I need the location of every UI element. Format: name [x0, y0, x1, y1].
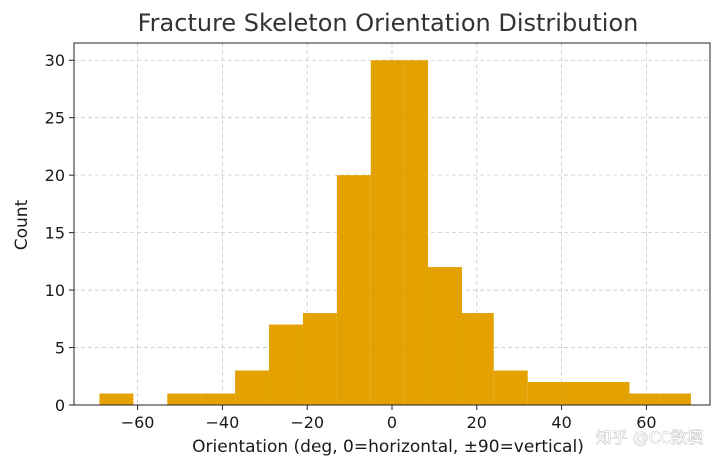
histogram-bar — [201, 393, 236, 405]
chart-title: Fracture Skeleton Orientation Distributi… — [138, 9, 639, 37]
histogram-bar — [370, 60, 405, 405]
histogram-bar — [302, 313, 337, 405]
x-tick-label: 40 — [551, 413, 571, 432]
histogram-bar — [527, 382, 562, 405]
histogram-bar — [629, 393, 660, 405]
x-axis-label: Orientation (deg, 0=horizontal, ±90=vert… — [192, 437, 584, 457]
histogram-bar — [269, 324, 303, 405]
histogram-bar — [99, 393, 134, 405]
y-tick-label: 25 — [45, 109, 65, 128]
y-tick-label: 10 — [45, 281, 65, 300]
histogram-bar — [493, 370, 528, 405]
y-axis-label: Count — [12, 199, 32, 250]
y-tick-label: 30 — [45, 51, 65, 70]
histogram-bar — [336, 175, 371, 405]
x-tick-label: 60 — [636, 413, 656, 432]
x-tick-label: −60 — [121, 413, 155, 432]
x-axis-ticks: −60 −40 −20 0 20 40 60 — [121, 405, 657, 432]
histogram-bar — [595, 382, 630, 405]
y-tick-label: 5 — [55, 339, 65, 358]
x-tick-label: 0 — [387, 413, 397, 432]
x-tick-label: −20 — [290, 413, 324, 432]
x-tick-label: −40 — [206, 413, 240, 432]
histogram-bar — [461, 313, 494, 405]
watermark: 知乎 @CC数模 — [596, 428, 703, 447]
y-tick-label: 0 — [55, 396, 65, 415]
x-tick-label: 20 — [467, 413, 487, 432]
histogram-bar — [561, 382, 596, 405]
histogram-bar — [167, 393, 202, 405]
histogram-bar — [235, 370, 270, 405]
y-tick-label: 15 — [45, 224, 65, 243]
histogram-bar — [428, 267, 462, 405]
histogram-bars — [99, 60, 691, 405]
y-tick-label: 20 — [45, 166, 65, 185]
histogram-bar — [404, 60, 429, 405]
histogram-bar — [659, 393, 691, 405]
y-axis-ticks: 0 5 10 15 20 25 30 — [45, 51, 74, 415]
